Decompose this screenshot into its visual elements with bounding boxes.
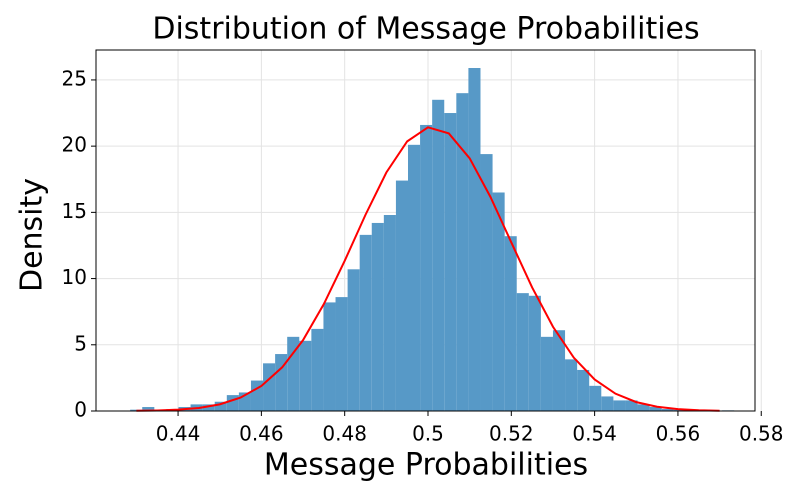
bar (468, 68, 481, 412)
bar (202, 404, 215, 411)
bar (601, 396, 614, 411)
density-curve (136, 126, 720, 412)
bar (432, 99, 445, 412)
x-axis-label: Message Probabilities (264, 448, 588, 483)
bar (130, 409, 143, 411)
bar (395, 180, 409, 411)
bar (613, 400, 626, 411)
x-tick-label: 0.58 (739, 422, 784, 446)
bar (625, 400, 638, 411)
bar (408, 144, 421, 411)
x-tick-label: 0.54 (572, 422, 617, 446)
y-tick-label: 0 (74, 398, 87, 422)
y-tick-label: 15 (62, 199, 87, 223)
bar (371, 222, 384, 411)
bar (480, 154, 493, 411)
y-tick-label: 20 (62, 133, 87, 157)
bar (226, 395, 239, 411)
bar (444, 113, 457, 411)
y-tick-label: 25 (62, 66, 87, 90)
x-tick-label: 0.46 (239, 422, 284, 446)
bar (335, 297, 348, 411)
bar (263, 363, 276, 411)
bar (383, 215, 396, 411)
bar (299, 340, 312, 411)
bar (311, 328, 324, 411)
bar (504, 236, 517, 411)
bar (649, 407, 662, 411)
bar (577, 369, 590, 411)
x-tick-label: 0.56 (656, 422, 701, 446)
bar (661, 409, 674, 411)
bar (347, 269, 360, 411)
bar (323, 302, 336, 411)
y-axis-label: Density (15, 178, 50, 292)
bar (359, 234, 372, 411)
bar (275, 354, 288, 411)
bar (673, 409, 686, 411)
bar (420, 124, 433, 411)
x-tick-label: 0.48 (322, 422, 367, 446)
bar (565, 359, 578, 411)
chart-title: Distribution of Message Probabilities (152, 12, 699, 47)
x-tick-label: 0.44 (156, 422, 201, 446)
bar (142, 407, 155, 411)
x-tick-label: 0.5 (412, 422, 444, 446)
bar (492, 192, 505, 411)
bar (250, 380, 264, 411)
bar (528, 295, 541, 411)
bar (589, 385, 602, 411)
y-tick-label: 5 (74, 331, 87, 355)
x-tick-label: 0.52 (489, 422, 534, 446)
bar (552, 330, 566, 411)
bar (214, 401, 227, 411)
bar (456, 93, 469, 411)
bar (540, 336, 553, 411)
plot-frame (95, 49, 756, 412)
bar (637, 404, 650, 411)
y-tick-label: 10 (62, 265, 87, 289)
bar (516, 293, 529, 411)
